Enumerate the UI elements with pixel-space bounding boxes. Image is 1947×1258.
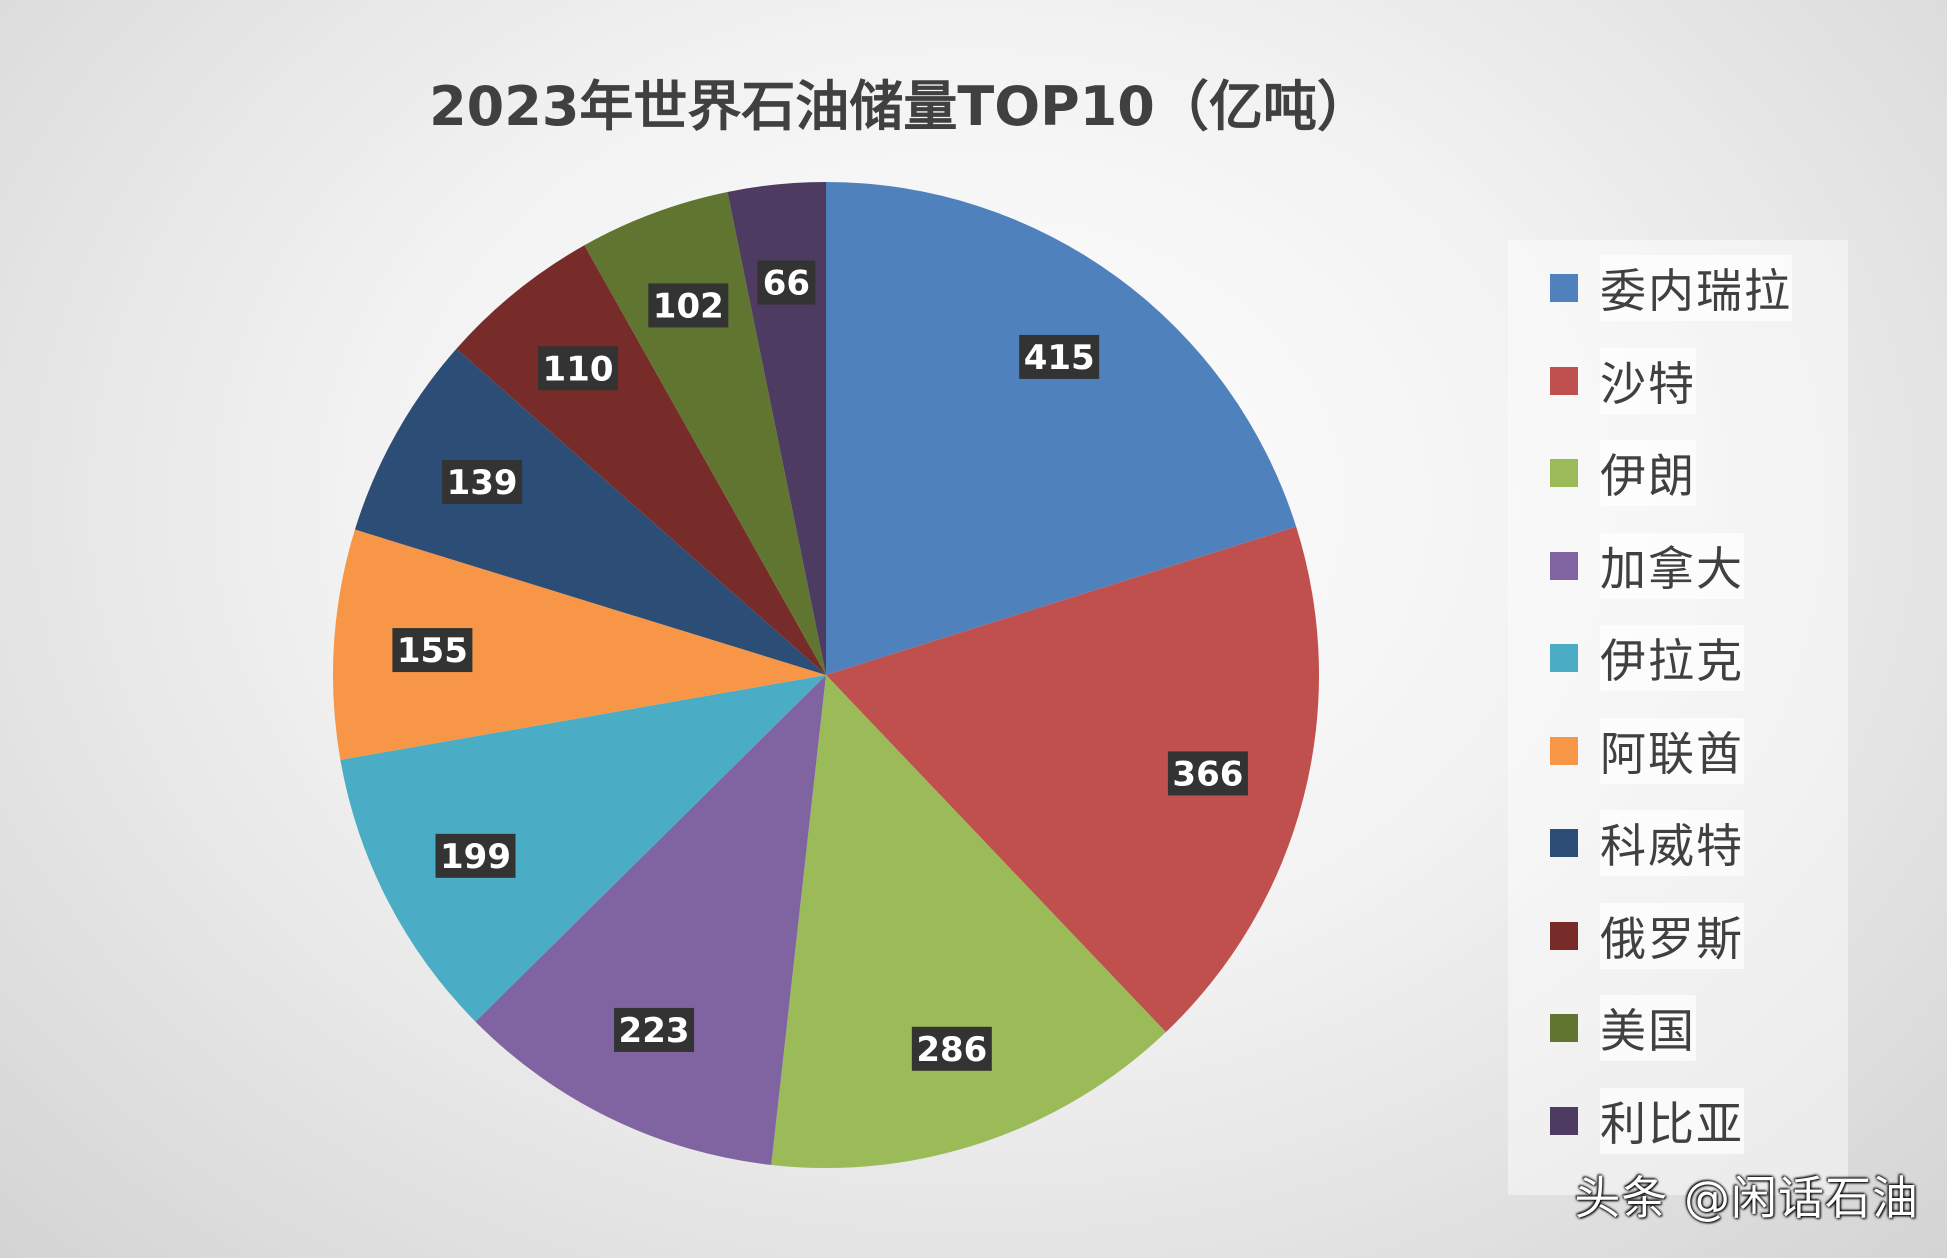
legend-item: 科威特 [1550, 810, 1744, 876]
legend-label: 利比亚 [1600, 1087, 1744, 1154]
data-label-2: 286 [911, 1026, 992, 1071]
pie-slice-9 [727, 182, 826, 675]
legend-swatch [1550, 1106, 1578, 1135]
legend-item: 伊朗 [1550, 440, 1696, 506]
legend-item: 美国 [1550, 995, 1696, 1061]
data-label-text: 102 [653, 286, 724, 326]
legend-label: 伊朗 [1600, 440, 1696, 506]
data-label-box [757, 260, 816, 305]
legend-label: 沙特 [1600, 347, 1696, 414]
legend-swatch [1550, 551, 1578, 580]
legend-label: 伊拉克 [1600, 625, 1744, 691]
legend-label: 俄罗斯 [1600, 902, 1744, 969]
legend-swatch [1550, 829, 1578, 857]
data-label-box [442, 459, 523, 504]
legend-swatch [1550, 274, 1578, 302]
data-label-4: 199 [435, 833, 516, 878]
data-label-box [435, 833, 516, 878]
data-label-box [392, 628, 473, 673]
legend: 委内瑞拉沙特伊朗加拿大伊拉克阿联酋科威特俄罗斯美国利比亚 [1508, 240, 1848, 1195]
data-label-5: 155 [392, 628, 473, 673]
legend-swatch [1550, 459, 1578, 487]
pie-slice-1 [826, 526, 1320, 1033]
legend-swatch [1550, 1014, 1578, 1042]
legend-item: 委内瑞拉 [1550, 255, 1792, 321]
legend-swatch [1550, 644, 1578, 672]
data-label-text: 223 [619, 1011, 690, 1051]
legend-item: 加拿大 [1550, 532, 1744, 599]
pie-slice-6 [354, 348, 826, 675]
data-label-box [1019, 334, 1100, 379]
data-label-6: 139 [442, 459, 523, 504]
pie-slice-4 [340, 675, 826, 1022]
data-label-8: 102 [648, 283, 729, 328]
data-label-text: 286 [916, 1030, 987, 1070]
data-label-text: 110 [543, 349, 614, 389]
data-label-text: 366 [1172, 754, 1243, 794]
legend-item: 俄罗斯 [1550, 902, 1744, 969]
data-label-text: 155 [397, 631, 468, 671]
data-label-box [538, 346, 619, 391]
data-label-text: 199 [440, 837, 511, 877]
data-label-0: 415 [1019, 334, 1100, 379]
data-label-box [1167, 751, 1248, 796]
pie-slice-0 [826, 182, 1297, 675]
legend-item: 阿联酋 [1550, 717, 1744, 784]
data-label-7: 110 [538, 346, 619, 391]
legend-label: 加拿大 [1600, 532, 1744, 599]
legend-swatch [1550, 736, 1578, 765]
data-label-box [614, 1007, 695, 1052]
data-label-box [911, 1026, 992, 1071]
legend-swatch [1550, 366, 1578, 395]
data-label-box [648, 283, 729, 328]
pie-slice-2 [771, 675, 1166, 1169]
watermark: 头条 @闲话石油 [1574, 1171, 1919, 1225]
data-label-1: 366 [1167, 751, 1248, 796]
legend-label: 阿联酋 [1600, 717, 1744, 784]
data-label-9: 66 [757, 260, 816, 305]
pie-slice-5 [333, 529, 826, 760]
legend-label: 科威特 [1600, 810, 1744, 876]
data-label-text: 66 [763, 264, 810, 304]
legend-label: 委内瑞拉 [1600, 255, 1792, 321]
data-label-text: 415 [1024, 338, 1095, 378]
legend-item: 伊拉克 [1550, 625, 1744, 691]
legend-item: 利比亚 [1550, 1087, 1744, 1154]
pie-slice-8 [584, 191, 826, 676]
legend-item: 沙特 [1550, 347, 1696, 414]
legend-label: 美国 [1600, 995, 1696, 1061]
chart-title: 2023年世界石油储量TOP10（亿吨） [429, 75, 1371, 138]
legend-swatch [1550, 921, 1578, 950]
data-label-3: 223 [614, 1007, 695, 1052]
data-label-text: 139 [447, 463, 518, 503]
pie-slice-3 [475, 675, 826, 1165]
